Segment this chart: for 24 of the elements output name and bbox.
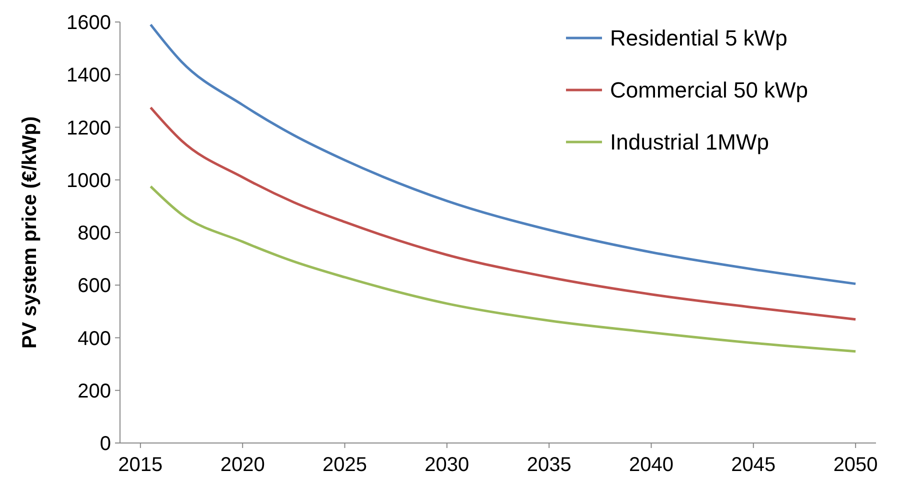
y-tick-label: 200 <box>78 380 111 402</box>
legend-label: Residential 5 kWp <box>610 26 788 51</box>
legend-label: Commercial 50 kWp <box>610 78 808 103</box>
y-tick-label: 1200 <box>66 117 111 140</box>
x-tick-label: 2035 <box>526 454 572 476</box>
y-axis-title: PV system price (€/kWp) <box>19 116 41 349</box>
y-tick-label: 0 <box>100 433 111 455</box>
x-tick-label: 2020 <box>220 454 265 476</box>
y-tick-label: 800 <box>78 222 111 244</box>
x-tick-label: 2050 <box>833 454 878 476</box>
line-series <box>149 185 857 353</box>
y-tick-label: 1600 <box>66 12 111 34</box>
x-tick-label: 2025 <box>322 454 368 476</box>
y-tick-label: 1400 <box>66 64 111 87</box>
line-series <box>149 23 857 286</box>
x-tick-label: 2040 <box>628 454 674 476</box>
legend-label: Industrial 1MWp <box>610 130 769 155</box>
y-tick-label: 400 <box>78 328 111 350</box>
x-tick-label: 2045 <box>731 454 776 476</box>
line-series <box>149 106 857 321</box>
x-tick-label: 2015 <box>118 454 163 476</box>
x-tick-label: 2030 <box>424 454 470 476</box>
y-tick-label: 1000 <box>66 170 111 192</box>
y-tick-label: 600 <box>78 275 111 298</box>
